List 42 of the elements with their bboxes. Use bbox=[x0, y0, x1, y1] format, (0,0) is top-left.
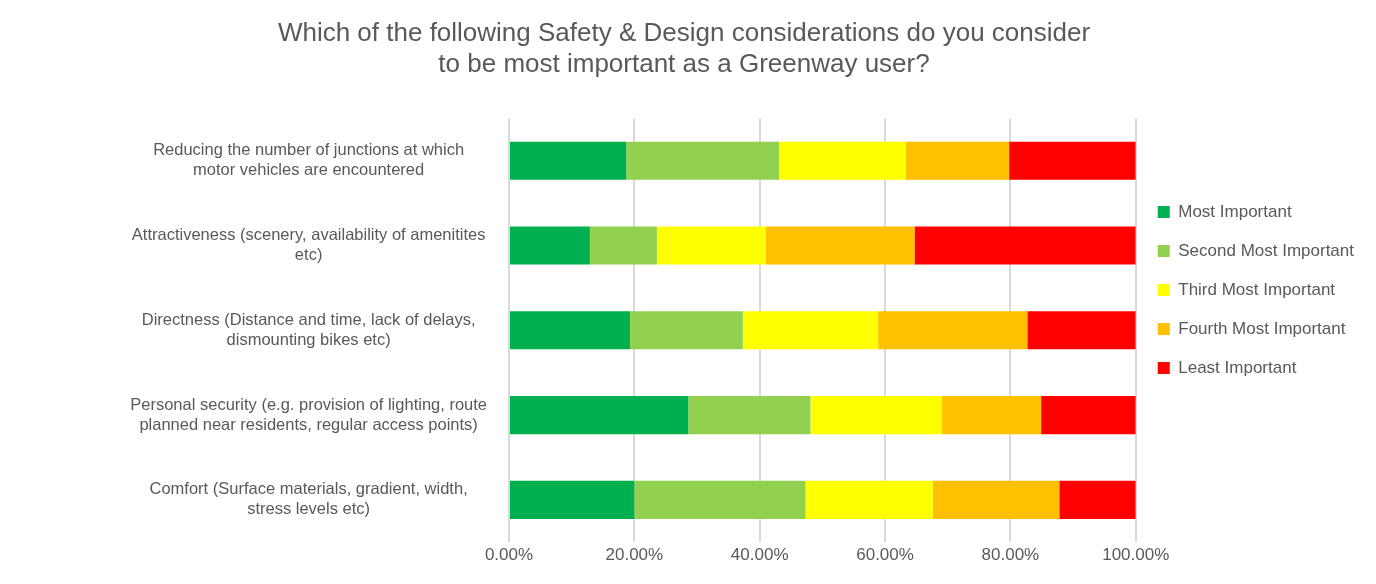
bar bbox=[510, 311, 630, 350]
bar bbox=[629, 311, 743, 350]
bar bbox=[1009, 141, 1136, 180]
legend-label: Most Important bbox=[1178, 201, 1292, 221]
y-tick-label: Directness (Distance and time, lack of delays, dismounting bikes etc) bbox=[141, 309, 476, 348]
x-tick-label: 40.00% bbox=[730, 545, 789, 565]
legend-label: Fourth Most Important bbox=[1178, 318, 1346, 338]
bar bbox=[510, 395, 689, 435]
y-tick-label: Comfort (Surface materials, gradient, width, stress levels etc) bbox=[149, 479, 468, 518]
y-tick-label: Reducing the number of junctions at which motor vehicles are encountered bbox=[153, 140, 465, 179]
y-tick-label: Attractiveness (scenery, availability of amenitites etc) bbox=[131, 225, 486, 263]
x-tick-label: 60.00% bbox=[856, 545, 914, 565]
bar bbox=[779, 141, 906, 180]
bar bbox=[626, 141, 780, 180]
bar bbox=[941, 395, 1042, 435]
x-tick-label: 100.00% bbox=[1102, 545, 1170, 565]
bar bbox=[905, 141, 1010, 180]
bar bbox=[1041, 395, 1136, 435]
bar bbox=[688, 395, 811, 435]
bar bbox=[765, 226, 915, 265]
x-tick-label: 20.00% bbox=[605, 545, 664, 565]
x-tick-label: 80.00% bbox=[981, 545, 1040, 565]
legend-label: Third Most Important bbox=[1178, 279, 1336, 299]
bar bbox=[810, 395, 942, 435]
legend-label: Second Most Important bbox=[1178, 240, 1355, 260]
bar bbox=[914, 226, 1136, 265]
legend-label: Least Important bbox=[1178, 357, 1297, 377]
chart-title: Which of the following Safety & Design considerations do you consider to be most important as a Greenway user? bbox=[277, 16, 1091, 78]
bar bbox=[510, 141, 627, 180]
x-tick-label: 0.00% bbox=[484, 545, 534, 565]
bar bbox=[932, 480, 1060, 519]
bar bbox=[656, 226, 766, 265]
bar bbox=[510, 480, 635, 519]
y-tick-label: Personal security (e.g. provision of lighting, route planned near residents, regular access points) bbox=[130, 394, 487, 433]
bar bbox=[510, 226, 590, 265]
bar bbox=[1059, 480, 1136, 519]
bar bbox=[634, 480, 806, 519]
bar bbox=[589, 226, 657, 265]
bar bbox=[878, 311, 1028, 350]
bar bbox=[805, 480, 933, 519]
bar bbox=[742, 311, 879, 350]
bar bbox=[1027, 311, 1136, 350]
